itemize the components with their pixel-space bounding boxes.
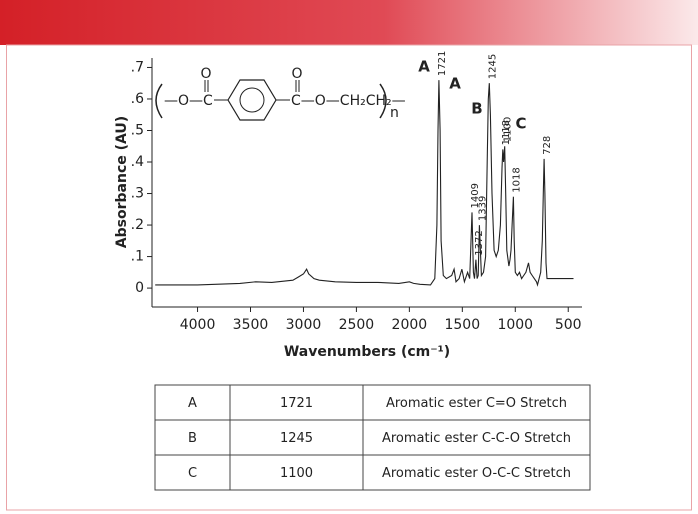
peak-label: 1245 bbox=[487, 54, 498, 79]
peak-letter: A bbox=[418, 58, 430, 76]
y-tick-label: .1 bbox=[131, 249, 144, 265]
formula-text: O bbox=[200, 66, 211, 82]
peak-letter: B bbox=[471, 100, 482, 118]
peak-label: 1372 bbox=[474, 230, 485, 255]
y-axis-label: Absorbance (AU) bbox=[114, 116, 130, 248]
peak-letter: C bbox=[515, 115, 526, 133]
peak-label: 1339 bbox=[477, 196, 488, 221]
formula-text: —O—C bbox=[164, 93, 213, 109]
x-tick-label: 1000 bbox=[497, 317, 533, 333]
peak-label: 1118 bbox=[501, 120, 512, 145]
table-cell: 1721 bbox=[280, 396, 313, 411]
peak-label: 1100 bbox=[503, 117, 514, 142]
x-tick-label: 500 bbox=[555, 317, 582, 333]
y-tick-label: .4 bbox=[131, 154, 144, 170]
x-tick-label: 2000 bbox=[392, 317, 428, 333]
y-tick-label: .3 bbox=[131, 186, 144, 202]
paren bbox=[155, 83, 163, 119]
benzene bbox=[227, 79, 277, 121]
formula-text: C—O—CH₂CH₂— bbox=[291, 93, 406, 109]
x-tick-label: 1500 bbox=[444, 317, 480, 333]
x-tick-label: 3000 bbox=[286, 317, 322, 333]
banner bbox=[0, 0, 698, 45]
x-tick-label: 4000 bbox=[180, 317, 216, 333]
table-cell: C bbox=[188, 466, 197, 481]
table-cell: Aromatic ester C=O Stretch bbox=[386, 396, 567, 411]
formula-text: n bbox=[390, 105, 399, 121]
table-cell: B bbox=[188, 431, 197, 446]
paren bbox=[379, 83, 387, 119]
peak-label: 1409 bbox=[470, 183, 481, 208]
y-tick-label: .7 bbox=[131, 59, 144, 75]
table-cell: 1100 bbox=[280, 466, 313, 481]
peak-label: 728 bbox=[542, 136, 553, 155]
y-tick-label: .6 bbox=[131, 91, 144, 107]
peak-letter: A bbox=[449, 75, 461, 93]
table: A 1721 Aromatic ester C=O Stretch B 1245 Arom… bbox=[154, 384, 591, 491]
x-tick-label: 3500 bbox=[233, 317, 269, 333]
table-cell: Aromatic ester O-C-C Stretch bbox=[382, 466, 571, 481]
table-border bbox=[154, 384, 591, 491]
y-tick-label: .5 bbox=[131, 122, 144, 138]
frame bbox=[6, 44, 692, 511]
table-cell: Aromatic ester C-C-O Stretch bbox=[382, 431, 571, 446]
peak-label: 1721 bbox=[437, 51, 448, 76]
formula-text: O bbox=[291, 66, 302, 82]
table-cell: 1245 bbox=[280, 431, 313, 446]
y-tick-label: .2 bbox=[131, 217, 144, 233]
spectrum-line bbox=[155, 80, 574, 287]
x-axis-label: Wavenumbers (cm⁻¹) bbox=[284, 344, 450, 360]
y-tick-label: 0 bbox=[135, 280, 144, 296]
x-tick-label: 2500 bbox=[339, 317, 375, 333]
peak-label: 1018 bbox=[511, 167, 522, 192]
benzene-ring bbox=[239, 87, 265, 113]
table-cell: A bbox=[188, 396, 197, 411]
